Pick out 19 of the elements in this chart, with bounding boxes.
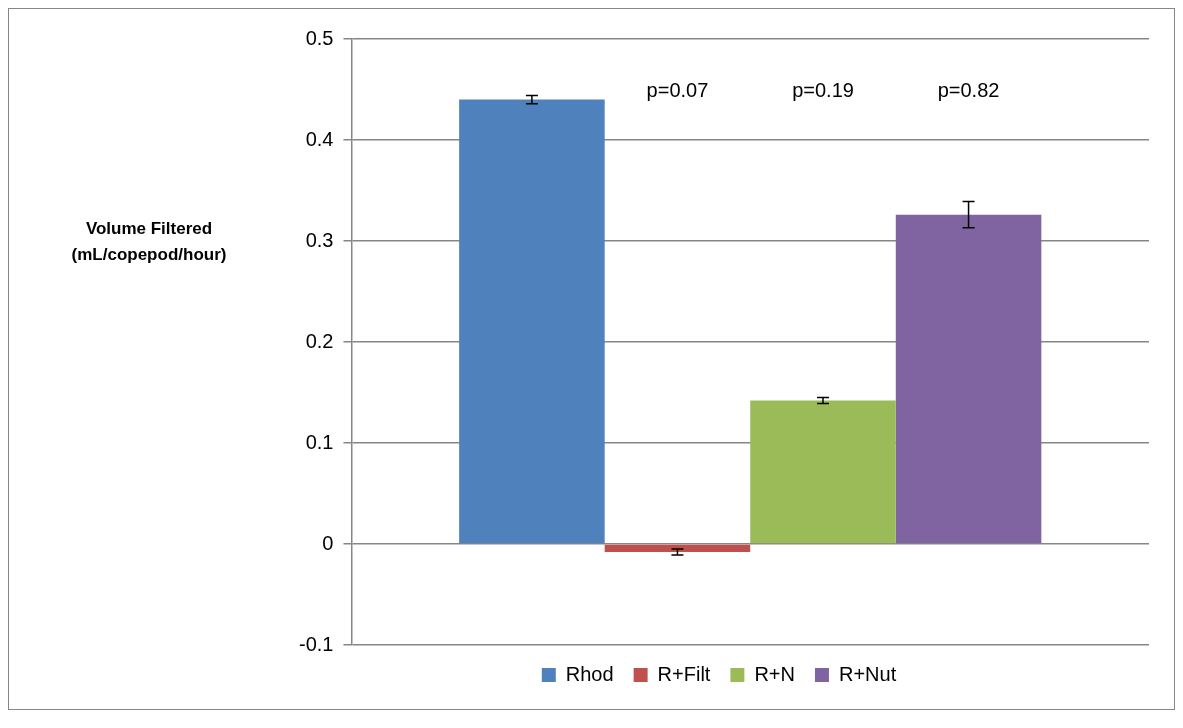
- y-tick-label: 0.4: [305, 127, 334, 150]
- annotation: p=0.19: [792, 78, 854, 101]
- legend-label: R+N: [754, 662, 795, 685]
- y-tick-label: 0.3: [305, 228, 334, 251]
- bar: [895, 214, 1042, 544]
- annotation: p=0.82: [937, 78, 1000, 101]
- y-tick-label: 0: [322, 531, 334, 554]
- annotation: p=0.07: [646, 78, 709, 101]
- y-tick-label: 0.1: [305, 430, 334, 453]
- y-axis-title: Volume Filtered (mL/copepod/hour): [71, 218, 227, 264]
- bar: [750, 400, 896, 544]
- y-tick-label: 0.5: [305, 26, 334, 49]
- legend-label: R+Nut: [838, 662, 897, 685]
- bar: [459, 99, 605, 544]
- bar: [604, 544, 751, 553]
- y-tick-label: 0.2: [305, 329, 334, 352]
- legend-label: Rhod: [565, 662, 614, 685]
- legend-label: R+Filt: [657, 662, 711, 685]
- y-tick-label: -0.1: [298, 632, 334, 655]
